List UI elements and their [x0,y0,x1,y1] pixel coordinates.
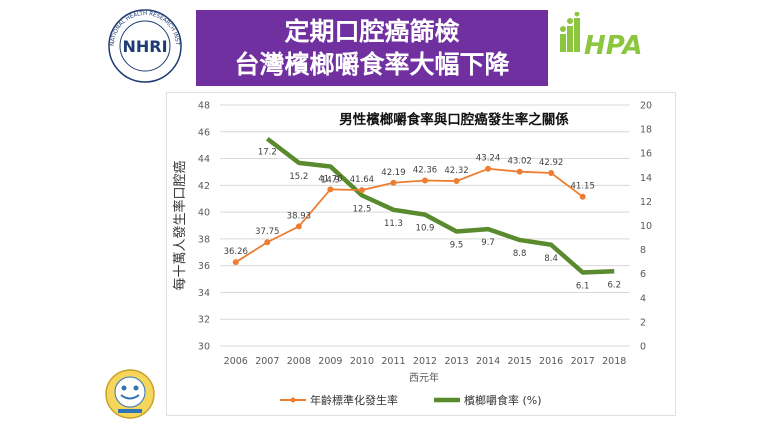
x-tick-label: 2009 [318,356,342,367]
data-point-incidence [548,170,555,177]
data-label-incidence: 36.26 [224,247,248,257]
x-tick-label: 2014 [476,356,500,367]
x-tick-label: 2006 [224,356,248,367]
legend-label-betel: 檳榔嚼食率 (%) [464,393,542,407]
data-label-betel: 11.3 [384,219,403,229]
x-tick-label: 2013 [444,356,468,367]
y2-tick-label: 20 [640,101,652,112]
y2-tick-label: 14 [640,173,652,184]
y-tick-label: 44 [198,154,210,165]
data-point-incidence [358,187,365,194]
data-label-incidence: 38.93 [287,211,311,221]
y-tick-label: 30 [198,342,210,353]
data-label-betel: 10.9 [416,224,435,234]
y2-tick-label: 10 [640,221,652,232]
y2-tick-label: 6 [640,269,646,280]
slide-title-line1: 定期口腔癌篩檢 [284,17,460,46]
data-point-incidence [579,193,586,200]
y2-tick-label: 8 [640,245,646,256]
data-label-betel: 9.5 [450,241,464,251]
chart-frame [166,92,676,416]
x-tick-label: 2015 [508,356,532,367]
data-point-incidence [295,223,302,230]
data-point-incidence [264,239,271,246]
hpa-logo-text: HPA [584,31,643,61]
y-tick-label: 38 [198,234,210,245]
data-label-betel: 8.8 [513,249,527,259]
x-tick-label: 2016 [539,356,563,367]
data-label-betel: 12.5 [352,204,371,214]
nhri-logo-mark: NHRI [122,37,167,56]
x-tick-label: 2007 [255,356,279,367]
x-tick-label: 2012 [413,356,437,367]
x-tick-label: 2010 [350,356,374,367]
data-label-incidence: 41.15 [571,182,595,192]
data-point-incidence [453,178,460,185]
y2-tick-label: 0 [640,342,646,353]
data-point-incidence [327,186,334,193]
y2-tick-label: 2 [640,317,646,328]
legend-marker-incidence [290,397,296,403]
data-point-incidence [390,179,397,186]
data-label-incidence: 43.24 [476,154,500,164]
data-label-betel: 6.1 [576,281,590,291]
data-label-betel: 8.4 [544,254,558,264]
series: 17.2 15.2 14.9 12.5 11.3 10.9 9.5 9.7 8.8 8.4 6.1 6… [224,136,621,291]
data-label-incidence: 42.92 [539,158,563,168]
data-label-incidence: 37.75 [255,227,279,237]
x-tick-label: 2018 [602,356,626,367]
y-tick-label: 34 [198,288,210,299]
data-label-betel: 6.2 [607,280,621,290]
x-axis-label: 西元年 [409,371,439,384]
y2-tick-label: 4 [640,293,646,304]
slide-title-line2: 台灣檳榔嚼食率大幅下降 [234,50,510,79]
hpa-logo: HPA [560,11,654,64]
data-label-betel: 9.7 [481,238,495,248]
data-label-incidence: 42.19 [381,168,405,178]
x-tick-label: 2011 [381,356,405,367]
nhri-logo: NATIONAL HEALTH RESEARCH INSTITUTES NHRI [99,4,188,84]
y2-tick-label: 12 [640,197,652,208]
data-label-betel: 15.2 [289,172,308,182]
ministry-emblem [104,368,156,420]
y-tick-label: 36 [198,261,210,272]
legend: 年齡標準化發生率 檳榔嚼食率 (%) [280,393,542,407]
y-tick-label: 32 [198,315,210,326]
data-label-betel: 17.2 [258,148,277,158]
y-tick-label: 40 [198,208,210,219]
data-label-incidence: 42.36 [413,166,437,176]
chart-title: 男性檳榔嚼食率與口腔癌發生率之關係 [339,111,569,128]
data-point-incidence [516,168,523,175]
axes: 3032343638404244464802468101214161820200… [198,101,652,368]
data-label-incidence: 43.02 [507,157,531,167]
data-point-incidence [232,259,239,266]
grid [220,104,630,347]
y-axis-label: 每十萬人發生率口腔癌 [172,160,188,290]
data-label-incidence: 41.70 [318,174,342,184]
x-tick-label: 2008 [287,356,311,367]
data-point-incidence [422,177,428,184]
series-line-incidence [235,167,584,263]
slide-title: 定期口腔癌篩檢 台灣檳榔嚼食率大幅下降 [196,10,548,86]
y2-tick-label: 18 [640,125,652,136]
series-line-betel [265,136,615,275]
data-label-betel: 14.9 [321,175,340,185]
legend-label-incidence: 年齡標準化發生率 [310,393,398,407]
data-label-incidence: 41.64 [350,175,374,185]
y-tick-label: 48 [198,101,210,112]
data-label-incidence: 42.32 [444,166,468,176]
x-tick-label: 2017 [571,356,595,367]
y2-tick-label: 16 [640,149,652,160]
y-tick-label: 46 [198,127,210,138]
y-tick-label: 42 [198,181,210,192]
data-point-incidence [485,165,492,172]
